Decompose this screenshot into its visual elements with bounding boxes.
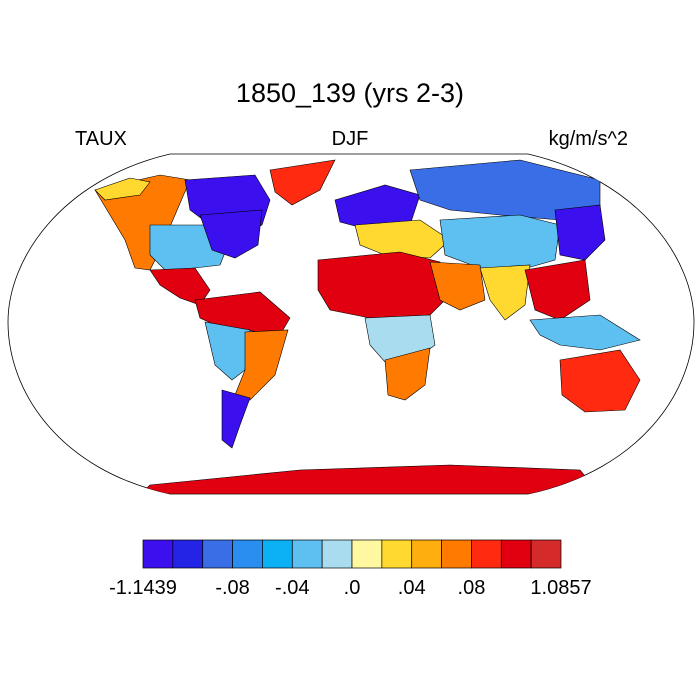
colorbar-label: -.04 [275,577,309,599]
region-europe-south [354,219,451,259]
season-label: DJF [331,128,369,150]
colorbar-swatch [142,539,174,569]
region-southeast-asia [524,259,591,321]
region-alaska [94,177,151,201]
region-india [479,264,531,321]
colorbar-swatch [321,539,353,569]
colorbar-swatch [202,539,233,569]
colorbar-swatch [381,539,413,569]
colorbar-swatch [172,539,204,569]
colorbar-swatch [471,539,502,569]
units-label: kg/m/s^2 [548,128,628,150]
region-maritime-continent [529,314,641,351]
region-africa-south [384,347,431,401]
colorbar-label: 1.0857 [530,577,591,599]
region-south-america-center [204,321,251,381]
colorbar-swatch [232,539,263,569]
colorbar-swatch [441,539,472,569]
colorbar-swatch [500,539,532,569]
colorbar-label: -.08 [215,577,249,599]
region-patagonia [221,389,251,449]
colorbar-swatch [291,539,323,569]
colorbar-label: .04 [398,577,426,599]
colorbar-swatch [262,539,293,569]
region-usa-east [199,209,263,259]
region-antarctica [139,464,601,494]
region-central-asia [439,214,561,271]
variable-label: TAUX [75,128,127,150]
colorbar-label: .0 [344,577,361,599]
region-australia [559,349,641,413]
map-title: 1850_139 (yrs 2-3) [235,78,465,108]
region-east-asia [554,204,606,261]
region-south-america-east [234,329,289,401]
colorbar-label: .08 [458,577,486,599]
region-greenland [269,159,336,206]
colorbar-swatch [351,539,383,569]
colorbar-label: -1.1439 [109,577,177,599]
colorbar-swatch [411,539,442,569]
region-arabia [429,261,486,311]
colorbar-swatch [530,539,562,569]
